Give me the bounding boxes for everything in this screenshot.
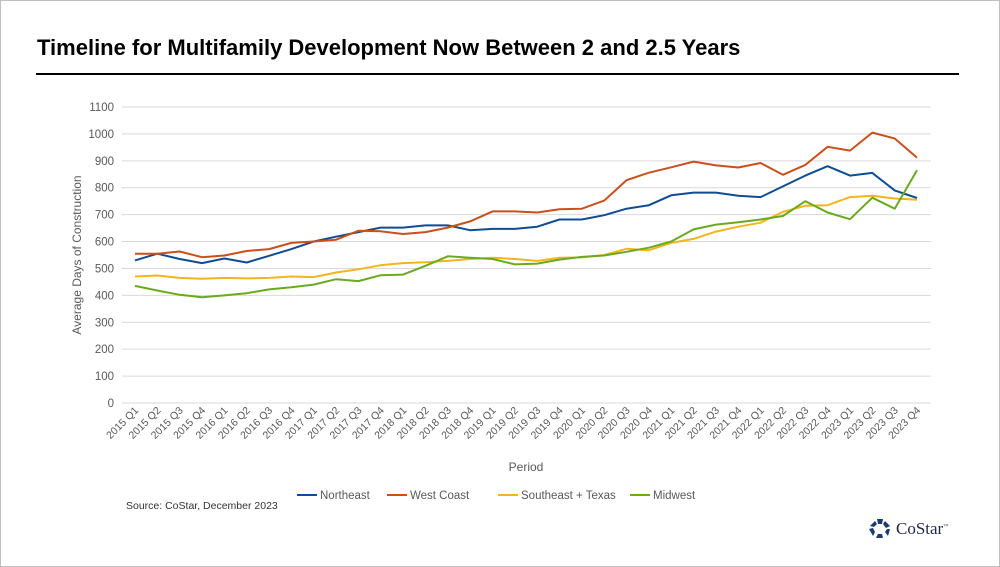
series-line-northeast [134, 165, 918, 265]
y-tick-label: 100 [95, 371, 114, 383]
legend-label: Northeast [320, 490, 371, 502]
y-tick-label: 1000 [88, 129, 114, 141]
y-tick-label: 500 [95, 263, 114, 275]
series-line-west-coast [135, 131, 918, 259]
y-tick-label: 300 [95, 317, 114, 329]
source-note: Source: CoStar, December 2023 [126, 500, 278, 512]
y-tick-label: 200 [95, 344, 114, 356]
logo-text: CoStar™ [896, 519, 949, 538]
y-tick-label: 800 [95, 183, 114, 195]
y-axis-title: Average Days of Construction [70, 175, 84, 334]
y-tick-label: 0 [108, 398, 114, 410]
y-tick-label: 900 [95, 156, 114, 168]
page-title: Timeline for Multifamily Development Now… [37, 35, 741, 60]
costar-star-logo-icon [869, 519, 890, 538]
x-axis-title: Period [509, 460, 544, 474]
costar-logo: CoStar™ [869, 519, 948, 539]
title-divider [36, 73, 959, 75]
y-tick-label: 400 [95, 290, 114, 302]
series-line-midwest [134, 169, 918, 299]
y-tick-label: 700 [95, 210, 114, 222]
legend-label: Southeast + Texas [521, 490, 616, 502]
legend-label: Midwest [653, 490, 696, 502]
legend-label: West Coast [410, 490, 470, 502]
series-line-southeast-texas [134, 194, 918, 280]
y-tick-label: 600 [95, 237, 114, 249]
y-tick-label: 1100 [89, 102, 114, 114]
